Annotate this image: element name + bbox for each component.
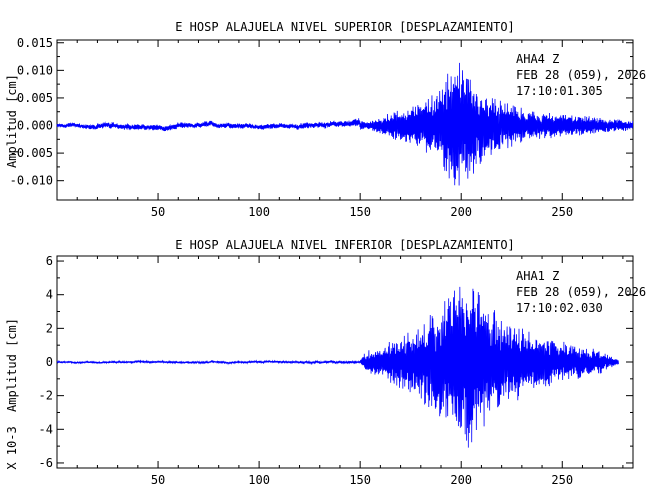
y-tick-label: -0.005 bbox=[10, 146, 53, 160]
date-label-lower: FEB 28 (059), 2026 bbox=[516, 285, 646, 299]
y-tick-label: 0.015 bbox=[17, 36, 53, 50]
waveform-trace bbox=[56, 62, 634, 186]
panel-lower: E HOSP ALAJUELA NIVEL INFERIOR [DESPLAZA… bbox=[5, 238, 646, 487]
y-tick-label: 2 bbox=[46, 321, 53, 335]
x-tick-label: 50 bbox=[151, 205, 165, 219]
y-tick-label: 0.005 bbox=[17, 91, 53, 105]
chart-title-lower: E HOSP ALAJUELA NIVEL INFERIOR [DESPLAZA… bbox=[175, 238, 515, 252]
x-tick-label: 250 bbox=[551, 205, 573, 219]
ticks-lower: 50 100 150 200 250 -6 -4 -2 0 2 4 6 bbox=[39, 254, 633, 487]
waveform-trace bbox=[56, 286, 620, 448]
x-tick-label: 150 bbox=[349, 473, 371, 487]
ticks-upper: 50 100 150 200 250 -0.010 -0.005 0.000 0.005 0.01… bbox=[10, 36, 633, 219]
y-tick-label: 4 bbox=[46, 288, 53, 302]
y-tick-label: -6 bbox=[39, 456, 53, 470]
time-label-upper: 17:10:01.305 bbox=[516, 84, 603, 98]
y-tick-label: 0.000 bbox=[17, 119, 53, 133]
x-tick-label: 100 bbox=[248, 205, 270, 219]
x-tick-label: 50 bbox=[151, 473, 165, 487]
station-label-upper: AHA4 Z bbox=[516, 52, 559, 66]
time-label-lower: 17:10:02.030 bbox=[516, 301, 603, 315]
x-tick-label: 200 bbox=[450, 473, 472, 487]
date-label-upper: FEB 28 (059), 2026 bbox=[516, 68, 646, 82]
chart-title-upper: E HOSP ALAJUELA NIVEL SUPERIOR [DESPLAZA… bbox=[175, 20, 515, 34]
y-multiplier-label-lower: X 10-3 bbox=[5, 426, 19, 469]
x-tick-label: 200 bbox=[450, 205, 472, 219]
trace-group-upper bbox=[56, 62, 634, 186]
y-axis-label-upper: Amplitud [cm] bbox=[5, 74, 19, 168]
x-tick-label: 100 bbox=[248, 473, 270, 487]
y-tick-label: -0.010 bbox=[10, 174, 53, 188]
y-tick-label: 0 bbox=[46, 355, 53, 369]
x-tick-label: 150 bbox=[349, 205, 371, 219]
y-tick-label: 6 bbox=[46, 254, 53, 268]
y-axis-label-lower: Amplitud [cm] bbox=[5, 318, 19, 412]
y-tick-label: -2 bbox=[39, 389, 53, 403]
x-tick-label: 250 bbox=[551, 473, 573, 487]
trace-group-lower bbox=[56, 286, 620, 448]
plot-frame-upper bbox=[56, 39, 634, 201]
panel-upper: E HOSP ALAJUELA NIVEL SUPERIOR [DESPLAZA… bbox=[5, 20, 646, 219]
y-tick-label: -4 bbox=[39, 422, 53, 436]
station-label-lower: AHA1 Z bbox=[516, 269, 559, 283]
y-tick-label: 0.010 bbox=[17, 63, 53, 77]
